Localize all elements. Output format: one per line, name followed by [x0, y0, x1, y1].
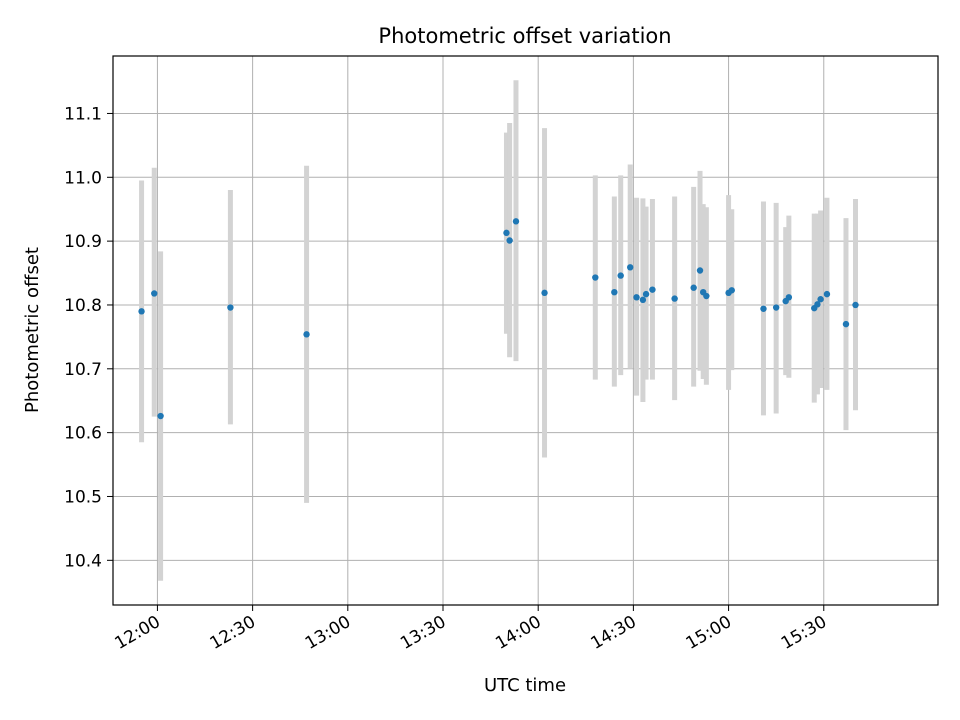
y-tick-label: 10.9: [64, 232, 102, 252]
data-point: [617, 272, 624, 279]
data-point: [728, 287, 735, 294]
chart-title: Photometric offset variation: [378, 24, 671, 48]
data-point: [633, 294, 640, 301]
error-bars: [139, 80, 858, 581]
x-tick-label: 15:30: [778, 612, 830, 654]
y-axis-ticks: 10.4 10.5 10.6 10.7 10.8 10.9 11.0 11.1: [64, 104, 113, 571]
grid: [113, 56, 938, 605]
y-tick-label: 10.6: [64, 424, 102, 444]
x-axis-ticks: 12:00 12:30 13:00 13:30 14:00 14:30 15:00 15:30: [111, 605, 830, 654]
x-tick-label: 12:30: [207, 612, 259, 654]
data-point: [506, 237, 513, 244]
data-point: [303, 331, 310, 338]
data-point: [823, 290, 831, 298]
data-point: [703, 292, 710, 300]
data-point: [842, 320, 850, 328]
y-axis-label: Photometric offset: [22, 247, 43, 413]
data-point: [227, 304, 234, 311]
x-tick-label: 14:30: [587, 612, 639, 654]
data-point: [817, 296, 824, 303]
data-point: [772, 304, 780, 311]
y-tick-label: 10.4: [64, 551, 102, 571]
data-point: [627, 264, 634, 271]
data-point: [852, 301, 859, 309]
x-tick-label: 13:30: [397, 612, 449, 654]
x-tick-label: 15:00: [683, 612, 735, 654]
y-tick-label: 10.8: [64, 296, 102, 316]
data-point: [642, 290, 650, 298]
data-point: [814, 301, 821, 308]
y-tick-label: 11.1: [64, 104, 102, 124]
data-point: [696, 267, 704, 274]
data-point: [151, 290, 158, 297]
data-point: [690, 284, 697, 291]
x-tick-label: 13:00: [302, 612, 354, 654]
data-point: [649, 286, 656, 293]
data-point: [671, 295, 678, 302]
data-point: [592, 274, 599, 281]
data-point: [138, 308, 145, 315]
data-points: [138, 218, 859, 420]
x-axis-label: UTC time: [484, 675, 566, 696]
data-point: [157, 412, 164, 420]
data-point: [785, 294, 793, 301]
data-point: [611, 288, 618, 296]
y-tick-label: 11.0: [64, 168, 102, 188]
plot-frame: [112, 55, 939, 606]
data-point: [760, 305, 767, 312]
data-point: [639, 296, 647, 304]
y-tick-label: 10.7: [64, 360, 102, 380]
data-point: [503, 229, 510, 237]
x-tick-label: 14:00: [492, 612, 544, 654]
data-point: [541, 289, 548, 297]
x-tick-label: 12:00: [111, 612, 163, 654]
y-tick-label: 10.5: [64, 487, 102, 507]
data-point: [512, 218, 520, 225]
